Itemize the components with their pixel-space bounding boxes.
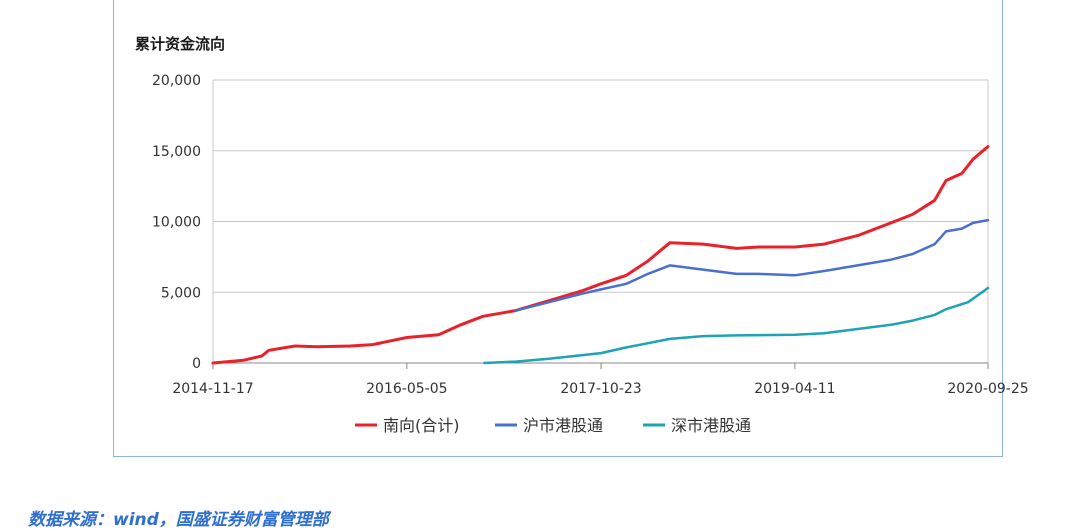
y-tick-label: 5,000 (161, 285, 201, 301)
chart-panel (113, 0, 1003, 457)
x-tick-label: 2020-09-25 (947, 381, 1028, 397)
y-tick-label: 15,000 (152, 144, 201, 160)
legend-label: 南向(合计) (383, 416, 460, 435)
series-line (514, 218, 990, 312)
legend-label: 沪市港股通 (523, 416, 603, 435)
y-tick-label: 0 (192, 356, 201, 372)
y-tick-label: 10,000 (152, 215, 201, 231)
x-tick-label: 2014-11-17 (172, 381, 253, 397)
x-tick-label: 2016-05-05 (366, 381, 447, 397)
series-line (483, 286, 990, 365)
series-line (211, 145, 990, 365)
chart-title: 累计资金流向 (135, 35, 226, 53)
legend-label: 深市港股通 (671, 416, 751, 435)
x-tick-label: 2019-04-11 (754, 381, 835, 397)
source-note: 数据来源：wind，国盛证券财富管理部 (28, 510, 329, 530)
y-tick-label: 20,000 (152, 73, 201, 89)
x-tick-label: 2017-10-23 (560, 381, 641, 397)
